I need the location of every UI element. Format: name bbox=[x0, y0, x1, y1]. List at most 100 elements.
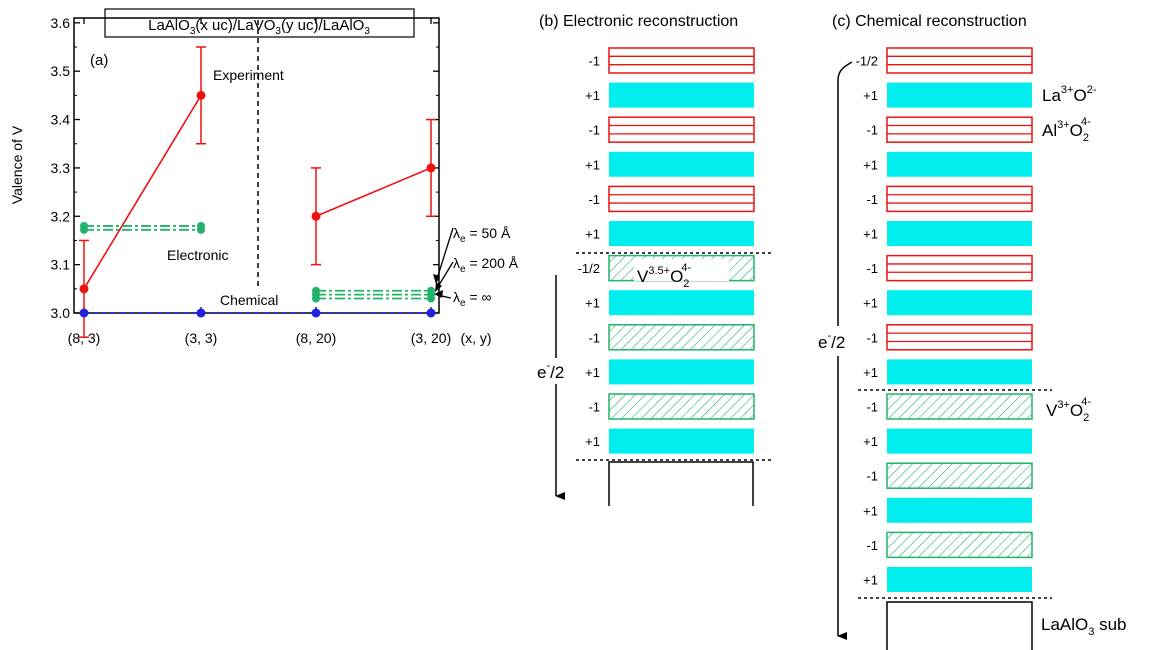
lao-plus-layer bbox=[609, 151, 754, 177]
lao-plus-layer bbox=[609, 428, 754, 454]
laalo3-alo2-layer bbox=[886, 254, 1033, 282]
lambda-arrowhead-50 bbox=[433, 274, 440, 284]
laalo3-alo2-layer bbox=[886, 116, 1033, 143]
chart-title: LaAlO3(x uc)/LaVO3(y uc)/LaAlO3 bbox=[148, 17, 370, 37]
plot-frame bbox=[73, 17, 440, 314]
panel-a: LaAlO3(x uc)/LaVO3(y uc)/LaAlO3 3.0 3.1 3.… bbox=[9, 8, 519, 346]
lao-plus-layer bbox=[887, 290, 1032, 316]
y-axis-label: Valence of V bbox=[9, 125, 25, 204]
x-tick-label: (3, 3) bbox=[185, 330, 218, 346]
annotation-electronic: Electronic bbox=[167, 247, 228, 263]
y-tick-label: 3.0 bbox=[51, 305, 71, 321]
layer-charge-label: -1/2 bbox=[856, 54, 878, 69]
plot-area bbox=[79, 46, 436, 338]
layer-charge-label: +1 bbox=[863, 434, 878, 449]
data-point-chemical bbox=[311, 308, 321, 318]
data-point-electronic bbox=[312, 286, 320, 295]
panel-c-layers: -1/2 +1 -1 +1 -1 +1 -1 +1 -1 +1 -1 +1 -1 +1 -1 +1 bbox=[856, 47, 1033, 592]
lambda-arrowhead-inf bbox=[434, 290, 443, 298]
laalo3-alo2-layer bbox=[886, 185, 1033, 213]
panel-c-la-label: La3+O2- bbox=[1042, 84, 1097, 105]
panel-label-a: (a) bbox=[90, 52, 108, 69]
panel-b-v-label: V3.5+O24- bbox=[637, 262, 692, 290]
x-tick-label: (8, 20) bbox=[296, 330, 336, 346]
data-point-electronic bbox=[427, 286, 435, 295]
layer-charge-label: -1 bbox=[588, 123, 600, 138]
panel-c-substrate bbox=[886, 601, 1033, 650]
x-tick-label: (8, 3) bbox=[68, 330, 101, 346]
title-box bbox=[104, 8, 415, 38]
layer-charge-label: -1 bbox=[866, 192, 878, 207]
y-tick-label: 3.6 bbox=[51, 15, 71, 31]
layer-charge-label: +1 bbox=[585, 227, 600, 242]
panel-b-layers: -1 +1 -1 +1 -1 +1 -1/2 +1 -1 +1 -1 +1 bbox=[578, 47, 755, 454]
data-point-experiment bbox=[196, 90, 206, 100]
vo2-layer bbox=[886, 531, 1033, 559]
data-point-electronic bbox=[80, 221, 88, 230]
layer-charge-label: +1 bbox=[585, 157, 600, 172]
layer-charge-label: -1 bbox=[588, 400, 600, 415]
lambda-label-50: λe = 50 Å bbox=[453, 225, 511, 245]
data-point-chemical bbox=[79, 308, 89, 318]
lao-plus-layer bbox=[887, 82, 1032, 108]
laalo3-alo2-layer bbox=[886, 47, 1033, 74]
layer-charge-label: +1 bbox=[863, 157, 878, 172]
data-point-chemical bbox=[426, 308, 436, 318]
layer-charge-label: -1 bbox=[588, 54, 600, 69]
y-tick-label: 3.3 bbox=[51, 160, 71, 176]
lao-plus-layer bbox=[887, 497, 1032, 523]
lambda-arrow-50 bbox=[435, 227, 454, 283]
layer-charge-label: +1 bbox=[863, 503, 878, 518]
vo2-layer bbox=[886, 462, 1033, 489]
lao-plus-layer bbox=[609, 290, 754, 316]
data-point-chemical bbox=[196, 308, 206, 318]
layer-charge-label: +1 bbox=[585, 434, 600, 449]
layer-charge-label: -1/2 bbox=[578, 261, 600, 276]
layer-charge-label: +1 bbox=[585, 365, 600, 380]
y-tick-label: 3.4 bbox=[51, 112, 71, 128]
laalo3-alo2-layer bbox=[886, 324, 1033, 351]
series-line-experiment bbox=[315, 167, 432, 218]
lambda-label-inf: λe = ∞ bbox=[453, 289, 492, 309]
lao-plus-layer bbox=[887, 151, 1032, 177]
y-tick-label: 3.2 bbox=[51, 208, 71, 224]
vo2-layer bbox=[886, 393, 1033, 420]
vo2-layer bbox=[608, 393, 755, 420]
layer-charge-label: -1 bbox=[588, 192, 600, 207]
layer-charge-label: -1 bbox=[866, 538, 878, 553]
layer-charge-label: -1 bbox=[866, 261, 878, 276]
panel-b-substrate bbox=[608, 461, 754, 506]
layer-charge-label: +1 bbox=[863, 365, 878, 380]
x-axis: (8, 3) (3, 3) (8, 20) (3, 20) bbox=[68, 18, 451, 346]
lao-plus-layer bbox=[609, 359, 754, 385]
panel-c: (c) Chemical reconstruction -1/2 +1 -1 +1 -1… bbox=[816, 13, 1127, 650]
lao-plus-layer bbox=[887, 221, 1032, 246]
vo2-layer bbox=[608, 324, 755, 351]
annotation-chemical: Chemical bbox=[220, 292, 278, 308]
lambda-arrowhead-200 bbox=[435, 282, 442, 292]
layer-charge-label: +1 bbox=[863, 573, 878, 588]
lao-plus-layer bbox=[609, 82, 754, 108]
lao-plus-layer bbox=[887, 359, 1032, 385]
data-point-electronic bbox=[197, 221, 205, 230]
y-axis: 3.0 3.1 3.2 3.3 3.4 3.5 3.6 bbox=[51, 15, 439, 321]
annotation-experiment: Experiment bbox=[213, 67, 284, 83]
laalo3-alo2-layer bbox=[608, 185, 755, 213]
data-point-experiment bbox=[79, 284, 89, 294]
panel-c-title: (c) Chemical reconstruction bbox=[832, 13, 1027, 30]
x-axis-label: (x, y) bbox=[460, 330, 491, 346]
layer-charge-label: -1 bbox=[588, 330, 600, 345]
lao-plus-layer bbox=[887, 428, 1032, 454]
layer-charge-label: -1 bbox=[866, 123, 878, 138]
panel-c-v-label: V3+O24- bbox=[1046, 396, 1091, 424]
panel-b: (b) Electronic reconstruction -1+1-1+1-1… bbox=[534, 13, 773, 506]
x-tick-label: (3, 20) bbox=[411, 330, 451, 346]
layer-charge-label: +1 bbox=[863, 88, 878, 103]
panel-c-al-label: Al3+O24- bbox=[1042, 116, 1091, 144]
panel-c-electron-arrow-top bbox=[837, 61, 853, 81]
y-tick-label: 3.1 bbox=[51, 257, 71, 273]
layer-charge-label: +1 bbox=[863, 227, 878, 242]
layer-charge-label: -1 bbox=[866, 469, 878, 484]
lao-plus-layer bbox=[887, 567, 1032, 592]
